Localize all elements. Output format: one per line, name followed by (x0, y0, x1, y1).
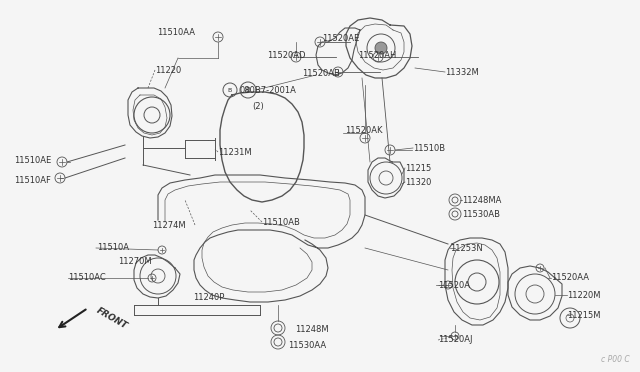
Text: 11520AK: 11520AK (345, 125, 383, 135)
Text: (2): (2) (252, 102, 264, 110)
Text: 11510AE: 11510AE (14, 155, 51, 164)
Text: 11320: 11320 (405, 177, 431, 186)
Text: 11240P: 11240P (193, 292, 225, 301)
Text: B: B (228, 87, 232, 93)
Text: 11231M: 11231M (218, 148, 252, 157)
Text: 080B7-2001A: 080B7-2001A (240, 86, 297, 94)
Text: 11274M: 11274M (152, 221, 186, 230)
Text: 11248MA: 11248MA (462, 196, 501, 205)
Text: c P00 C: c P00 C (601, 355, 630, 364)
Text: 11220M: 11220M (567, 291, 600, 299)
Text: 11520AD: 11520AD (267, 51, 305, 60)
Text: 11510AC: 11510AC (68, 273, 106, 282)
Text: 11248M: 11248M (295, 326, 328, 334)
Circle shape (375, 42, 387, 54)
Text: 11220: 11220 (155, 65, 181, 74)
Text: 11332M: 11332M (445, 67, 479, 77)
Text: 11520AB: 11520AB (302, 68, 340, 77)
Text: 11510B: 11510B (413, 144, 445, 153)
Text: 11270M: 11270M (118, 257, 152, 266)
Text: FRONT: FRONT (95, 305, 129, 330)
Text: 11510AB: 11510AB (262, 218, 300, 227)
Text: 11510A: 11510A (97, 243, 129, 251)
Text: B: B (246, 87, 250, 93)
Text: 11520AH: 11520AH (358, 51, 396, 60)
Text: 11520A: 11520A (438, 280, 470, 289)
Text: 11215M: 11215M (567, 311, 600, 320)
Text: 11530AA: 11530AA (288, 340, 326, 350)
Text: 11520AJ: 11520AJ (438, 336, 472, 344)
Text: 11510AA: 11510AA (157, 28, 195, 36)
Text: 11520AE: 11520AE (322, 33, 359, 42)
Text: 11215: 11215 (405, 164, 431, 173)
Text: 11520AA: 11520AA (551, 273, 589, 282)
Text: 11530AB: 11530AB (462, 209, 500, 218)
Text: 11510AF: 11510AF (14, 176, 51, 185)
Text: 11253N: 11253N (450, 244, 483, 253)
